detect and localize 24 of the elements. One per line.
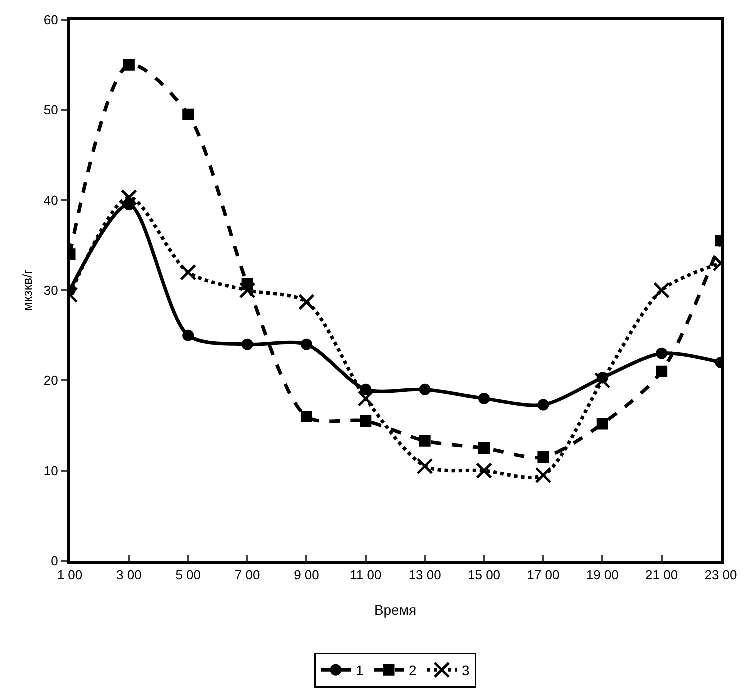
legend-label: 3 [462, 662, 470, 679]
x-axis-title: Время [374, 602, 417, 618]
x-tick-label: 3 00 [116, 568, 142, 583]
x-tick-label: 17 00 [527, 568, 560, 583]
y-tick-label: 50 [44, 102, 58, 118]
x-tick-label: 9 00 [294, 568, 320, 583]
y-tick-label: 20 [44, 373, 58, 388]
y-tick-label: 40 [44, 192, 58, 208]
y-tick-label: 0 [51, 554, 58, 569]
y-tick-label: 60 [44, 12, 58, 28]
x-tick-label: 5 00 [176, 568, 202, 583]
x-tick-label: 23 00 [704, 568, 738, 583]
y-tick-label: 30 [44, 283, 58, 298]
x-tick-label: 15 00 [468, 568, 501, 583]
x-tick-label: 13 00 [408, 568, 442, 583]
x-tick-label: 19 00 [586, 568, 619, 583]
x-tick-label: 7 00 [234, 568, 260, 583]
y-tick-label: 10 [44, 463, 58, 478]
legend-label: 2 [409, 662, 417, 679]
x-tick-label: 11 00 [350, 568, 382, 583]
y-axis-title: мкзкв/г [20, 269, 35, 312]
x-tick-label: 1 00 [57, 568, 83, 583]
legend-label: 1 [356, 662, 364, 679]
x-tick-label: 21 00 [646, 568, 678, 583]
